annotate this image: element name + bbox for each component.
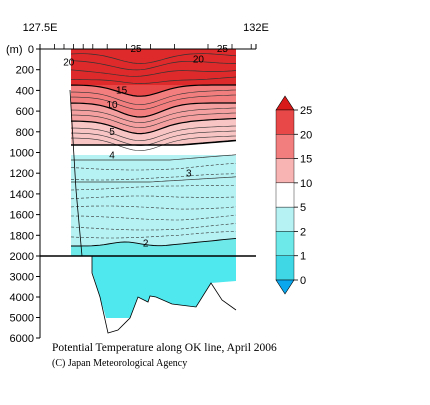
isotherm-dashed: [70, 223, 237, 231]
colorbar-segment: [275, 182, 295, 208]
y-tick-label: 3000: [10, 272, 34, 284]
contour-label: 4: [109, 151, 115, 162]
isotherm-mid: [71, 130, 237, 146]
isotherm-mid: [71, 94, 237, 110]
colorbar-segment: [275, 158, 295, 184]
contour-label: 25: [130, 44, 142, 55]
y-tick-label: 1600: [10, 210, 34, 222]
y-tick-label: 1400: [10, 189, 34, 201]
isotherm-4: [71, 154, 237, 161]
isotherm-dashed: [71, 214, 237, 221]
isotherm-upper: [70, 69, 237, 77]
colorbar-top-arrow: [275, 95, 295, 111]
y-tick-label: 800: [16, 127, 34, 139]
bottom-topography-deep: [91, 256, 237, 334]
colorbar-segment: [275, 231, 295, 256]
isotherm-3: [71, 176, 237, 183]
colorbar-bottom-arrow: [275, 279, 295, 295]
x-tick-label: 127.5E: [23, 22, 58, 34]
y-tick-label: 400: [16, 85, 34, 97]
contour-label: 2: [143, 239, 149, 250]
credit-line: (C) Japan Meteorological Agency: [52, 358, 188, 369]
chart-title: Potential Temperature along OK line, Apr…: [52, 342, 277, 354]
isotherm-major: [71, 102, 236, 118]
y-tick-label: 200: [16, 65, 34, 77]
deep-water-region: [92, 256, 236, 318]
isotherm-dashed: [70, 195, 237, 200]
bottom-topography: [69, 89, 83, 257]
colorbar-segment: [275, 255, 295, 281]
contour-label: 20: [63, 58, 75, 69]
colorbar-label: 20: [300, 129, 312, 141]
isotherm-mid: [71, 135, 237, 151]
section-plot: 0 200 400 600 800 1000 1200 1400 1600 1800 2000 300…: [6, 22, 269, 345]
colorbar-segment: [275, 206, 295, 232]
colorbar-label: 15: [300, 154, 312, 166]
isotherm-mid: [71, 125, 237, 141]
isotherm-mid: [71, 112, 237, 128]
isotherm-mid: [71, 89, 237, 105]
isotherm-5: [71, 139, 237, 146]
y-tick-label: 600: [16, 106, 34, 118]
colorbar-label: 2: [300, 226, 306, 238]
contour-label: 5: [109, 127, 115, 138]
isotherm-major: [71, 117, 237, 135]
isotherm-dashed: [70, 185, 236, 191]
isotherm-dashed: [70, 205, 237, 210]
colorbar-label: 25: [300, 105, 312, 117]
contour-label: 20: [193, 54, 205, 65]
colorbar-label: 10: [300, 178, 312, 190]
y-tick-label: 5000: [10, 313, 34, 325]
y-tick-label: 4000: [10, 292, 34, 304]
isotherm-upper: [70, 53, 237, 64]
contour-label: 25: [217, 44, 229, 55]
y-tick-label: 0: [28, 44, 34, 56]
colorbar-label: 5: [300, 202, 306, 214]
isotherm-dashed: [70, 163, 237, 171]
y-tick-label: 6000: [10, 333, 34, 345]
band-above-20: [71, 49, 236, 89]
isotherm-2: [71, 237, 237, 247]
colorbar-label: 0: [300, 275, 306, 287]
y-tick-label: 1200: [10, 168, 34, 180]
isotherm-dashed: [70, 231, 237, 239]
colorbar-label: 1: [300, 251, 306, 263]
band-15-20: [71, 85, 236, 117]
band-20: [71, 85, 236, 97]
contour-label: 3: [186, 168, 192, 179]
isotherm-mid: [71, 107, 237, 123]
isotherm-dashed: [70, 173, 237, 181]
contour-label: 10: [106, 100, 118, 111]
y-tick-label: 1800: [10, 230, 34, 242]
x-tick-label: 132E: [243, 22, 269, 34]
band-2-4: [71, 155, 236, 246]
isotherm-major: [71, 84, 236, 97]
y-axis-label: (m): [6, 44, 23, 56]
isotherm-upper: [70, 60, 236, 71]
contour-label: 15: [116, 85, 128, 96]
y-tick-label: 2000: [10, 251, 34, 263]
colorbar-segment: [275, 109, 295, 135]
isotherm-upper: [70, 76, 237, 84]
colorbar-segment: [275, 134, 295, 159]
y-tick-label: 1000: [10, 148, 34, 160]
